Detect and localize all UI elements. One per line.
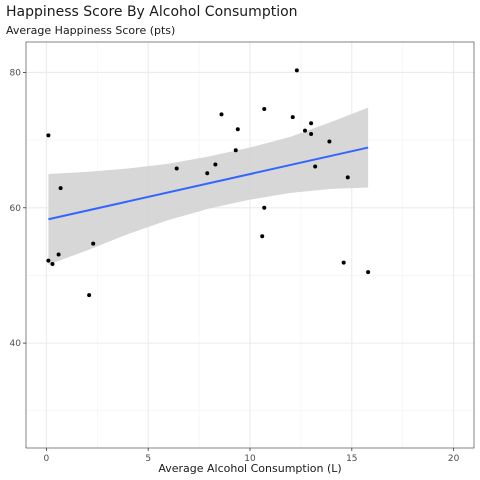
- data-point: [91, 241, 96, 246]
- x-tick-label: 15: [346, 454, 357, 464]
- data-point: [174, 166, 179, 171]
- x-axis-ticks: 0 5 10 15 20: [43, 448, 460, 464]
- trend-line-layer: [48, 146, 369, 221]
- x-tick-label: 20: [448, 454, 460, 464]
- data-point: [87, 293, 92, 298]
- trend-line: [48, 146, 369, 221]
- data-point: [327, 139, 332, 144]
- data-point: [58, 186, 63, 191]
- data-point: [345, 175, 350, 180]
- data-point: [294, 68, 299, 73]
- data-point: [260, 234, 265, 239]
- y-axis-ticks: 40 60 80: [10, 68, 26, 349]
- x-tick-label: 10: [244, 454, 256, 464]
- data-point: [313, 164, 318, 169]
- y-tick-label: 40: [10, 339, 22, 349]
- data-point: [262, 106, 267, 111]
- x-tick-label: 0: [43, 454, 49, 464]
- data-points-layer: [46, 68, 371, 298]
- data-point: [290, 115, 295, 120]
- data-point: [341, 260, 346, 265]
- data-point: [50, 261, 55, 266]
- data-point: [302, 128, 307, 133]
- x-axis-title: Average Alcohol Consumption (L): [158, 462, 342, 475]
- x-tick-label: 5: [145, 454, 151, 464]
- confidence-band-layer: [48, 107, 369, 265]
- data-point: [213, 162, 218, 167]
- chart-title: Happiness Score By Alcohol Consumption: [6, 4, 298, 20]
- data-point: [309, 132, 314, 137]
- data-point: [219, 112, 224, 117]
- data-point: [366, 270, 371, 275]
- data-point: [309, 121, 314, 126]
- y-tick-label: 60: [10, 204, 22, 214]
- data-point: [205, 171, 210, 176]
- data-point: [233, 148, 238, 153]
- data-point: [56, 252, 61, 257]
- y-tick-label: 80: [10, 68, 22, 78]
- data-point: [235, 127, 240, 132]
- chart-subtitle: Average Happiness Score (pts): [6, 24, 176, 37]
- confidence-band: [48, 107, 369, 265]
- data-point: [46, 258, 51, 263]
- data-point: [46, 133, 51, 138]
- data-point: [262, 205, 267, 210]
